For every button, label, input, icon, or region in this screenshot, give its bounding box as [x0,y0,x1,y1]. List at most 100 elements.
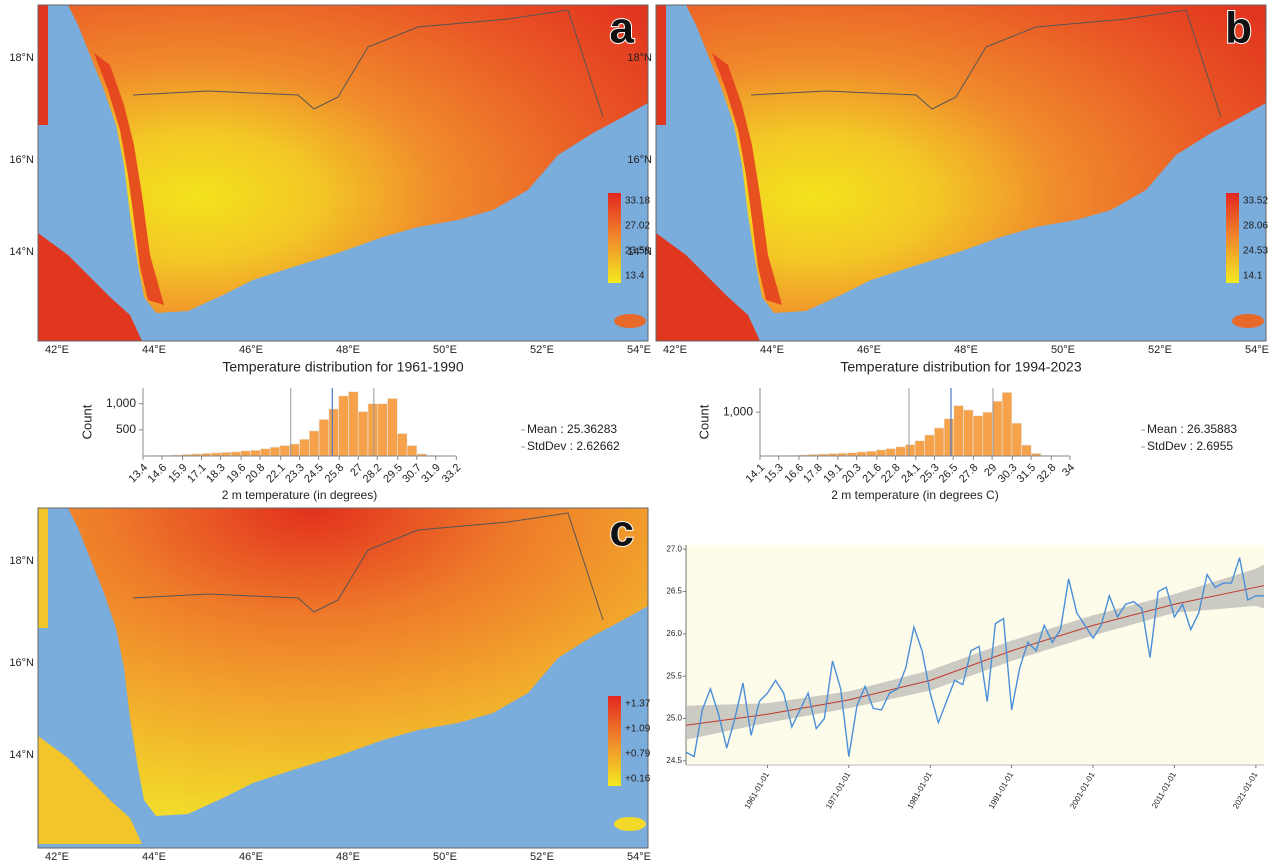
panel-letter: c [610,507,634,556]
lon-label: 48°E [336,851,360,863]
bar [397,433,408,457]
bar [367,403,379,457]
legend-mean: Mean : 25.36283 [527,422,617,436]
colorbar-label: 33.18 [625,196,650,207]
bar [387,398,398,457]
x-tick-label: 28.2 [361,462,385,486]
bar [866,450,877,457]
bar [856,451,867,457]
x-tick-label: 29.5 [381,462,405,486]
bar [895,446,906,457]
y-tick-label: 25.5 [666,671,682,680]
border [132,512,604,621]
map-caption: Temperature distribution for 1961-1990 [222,359,463,375]
bar [924,434,935,457]
coastal-plain [94,53,164,305]
lon-label: 42°E [45,344,69,356]
colorbar-label: +0.79 [625,749,651,760]
lat-label: 18°N [9,52,34,64]
bar [943,418,955,457]
bar [328,408,339,457]
x-tick-label: 23.3 [283,462,307,486]
y-axis-title: Count [79,404,94,439]
x-tick-label: 1981-01-01 [906,770,935,810]
bar [963,409,974,457]
colorbar-label: +1.37 [625,699,651,710]
x-tick-label: 17.1 [185,462,209,486]
y-tick-label: 25.0 [666,714,682,723]
land [68,508,648,816]
border [750,9,1222,118]
lon-label: 44°E [142,851,166,863]
panel-letter: b [1225,4,1252,53]
x-tick-label: 22.8 [879,462,903,486]
land-edge [38,5,48,125]
colorbar [608,696,621,786]
x-tick-label: 21.6 [860,462,884,486]
lon-label: 48°E [954,344,978,356]
map-frame [37,4,649,342]
x-tick-label: 15.3 [762,462,786,486]
bar [299,438,310,457]
x-tick-label: 2011-01-01 [1150,770,1178,810]
land-edge [656,5,666,125]
socotra [1232,314,1264,328]
map-panel: b 33.52 28.06 24.53 14.1 [655,3,1268,342]
lon-label: 50°E [433,851,457,863]
bar [338,395,349,457]
y-tick-label: 26.5 [666,587,682,596]
socotra [614,314,646,328]
lat-label: 16°N [9,657,34,669]
bar [885,448,896,457]
x-tick-label: 19.6 [225,462,249,486]
lat-label: 14°N [9,246,34,258]
bar [357,411,369,457]
map-panel: a 33.18 27.02 23.58 13.4 [37,3,650,342]
lat-label: 14°N [9,749,34,761]
x-tick-label: 30.7 [400,462,424,486]
lon-label: 50°E [433,344,457,356]
bar [992,400,1003,457]
legend-stddev: StdDev : 2.62662 [527,439,620,453]
y-tick-label: 1,000 [723,404,753,418]
x-tick-label: 34 [1060,462,1077,479]
x-tick-label: 17.8 [801,462,825,486]
x-tick-label: 1961-01-01 [743,770,772,810]
lon-label: 48°E [336,344,360,356]
bar [318,419,330,457]
bar [348,391,359,457]
bar [269,446,281,457]
colorbar-label: 24.53 [1243,246,1268,257]
data-line [685,557,1264,758]
x-tick-label: 14.1 [744,462,768,486]
bar [406,445,418,457]
bar [1021,444,1032,457]
socotra [614,817,646,831]
x-tick-label: 26.5 [937,462,961,486]
trend-line [685,585,1265,726]
x-tick-label: 27.8 [957,462,981,486]
lat-label: 14°N [627,246,652,258]
x-tick-label: 1971-01-01 [824,770,853,810]
x-tick-label: 19.1 [821,462,845,486]
x-tick-label: 20.8 [244,462,268,486]
x-tick-label: 25.8 [323,462,347,486]
bar [220,452,232,457]
x-tick-label: 20.3 [840,462,864,486]
map-body [656,5,1266,341]
panel-letter: a [610,4,635,53]
colorbar-label: +1.09 [625,724,651,735]
lon-label: 46°E [239,344,263,356]
colorbar-label: 23.58 [625,246,650,257]
coastal-plain [712,53,782,305]
x-tick-label: 18.3 [204,462,228,486]
colorbar-label: 13.4 [625,271,645,282]
colorbar-label: +0.16 [625,774,651,785]
x-axis-title: 2 m temperature (in degrees) [222,488,377,502]
colorbar [1226,193,1239,283]
x-tick-label: 33.2 [440,462,464,486]
land-africa [38,736,142,844]
colorbar [608,193,621,283]
lon-label: 44°E [760,344,784,356]
colorbar-label: 33.52 [1243,196,1268,207]
